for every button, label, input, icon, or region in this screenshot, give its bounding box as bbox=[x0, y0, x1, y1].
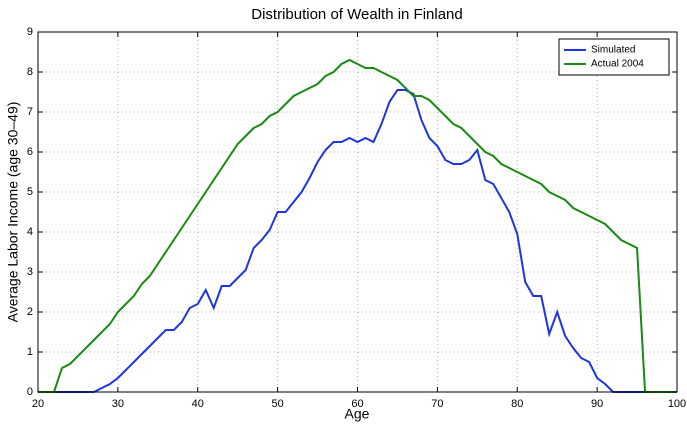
legend-box bbox=[558, 38, 670, 76]
y-tick-label: 7 bbox=[27, 106, 33, 118]
x-axis-label: Age bbox=[345, 406, 370, 422]
x-tick-label: 100 bbox=[668, 398, 686, 410]
x-tick-label: 70 bbox=[431, 398, 443, 410]
y-tick-label: 8 bbox=[27, 66, 33, 78]
x-tick-label: 20 bbox=[32, 398, 44, 410]
x-tick-label: 80 bbox=[511, 398, 523, 410]
line-series bbox=[38, 89, 677, 393]
legend-label: Actual 2004 bbox=[591, 59, 644, 70]
y-tick-label: 2 bbox=[27, 306, 33, 318]
plot-frame bbox=[37, 31, 678, 393]
y-tick-label: 1 bbox=[27, 346, 33, 358]
legend-label: Simulated bbox=[591, 45, 635, 56]
y-tick-label: 5 bbox=[27, 186, 33, 198]
chart-title: Distribution of Wealth in Finland bbox=[251, 6, 463, 23]
y-tick-label: 6 bbox=[27, 146, 33, 158]
line-series bbox=[38, 58, 677, 393]
y-tick-label: 4 bbox=[27, 226, 33, 238]
x-tick-label: 90 bbox=[591, 398, 603, 410]
y-tick-label: 0 bbox=[27, 386, 33, 398]
x-tick-label: 40 bbox=[192, 398, 204, 410]
y-axis-label: Average Labor Income (age 30–49) bbox=[5, 102, 21, 323]
legend: Simulated Actual 2004 bbox=[558, 38, 670, 76]
x-tick-label: 60 bbox=[351, 398, 363, 410]
y-tick-label: 9 bbox=[27, 26, 33, 38]
y-tick-label: 3 bbox=[27, 266, 33, 278]
x-tick-label: 30 bbox=[112, 398, 124, 410]
x-tick-label: 50 bbox=[272, 398, 284, 410]
